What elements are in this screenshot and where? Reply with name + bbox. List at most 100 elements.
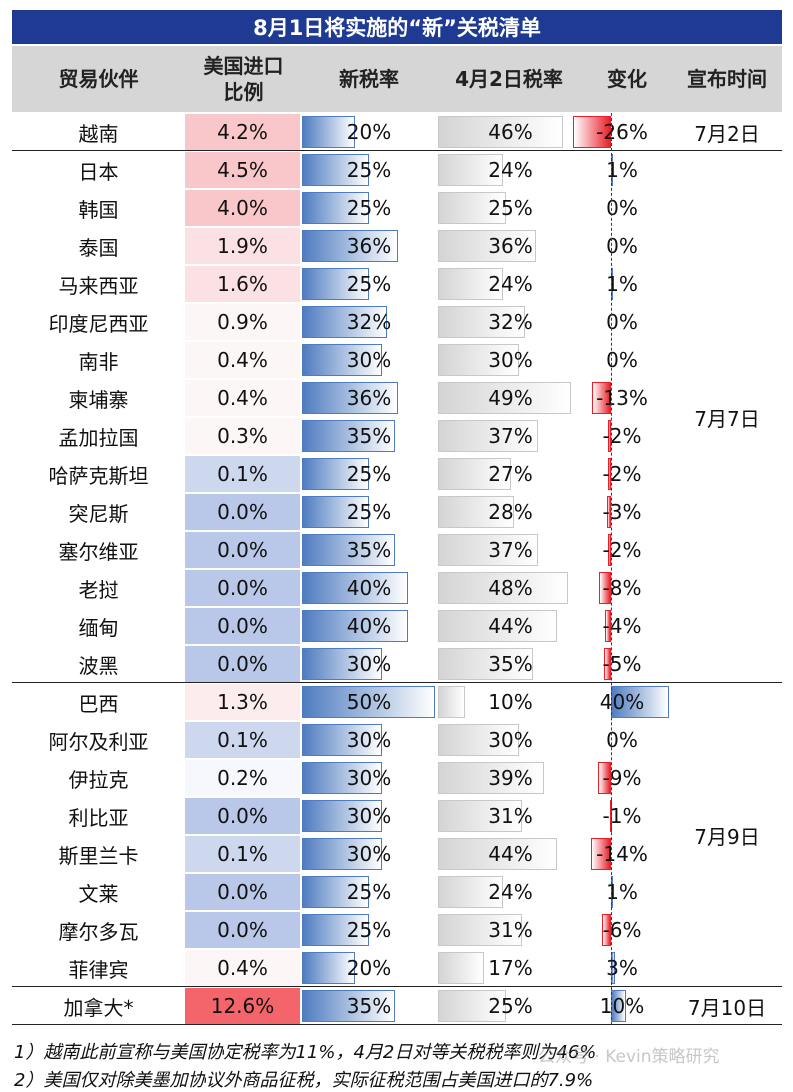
new-rate-value: 32% — [346, 310, 392, 334]
new-rate-bar — [302, 610, 409, 642]
apr2-rate-bar — [438, 116, 563, 148]
new-rate-bar — [302, 268, 369, 300]
import-share-value: 1.3% — [217, 690, 268, 714]
import-share: 12.6% — [185, 988, 300, 1024]
apr2-rate-value: 25% — [488, 994, 533, 1018]
announce-date: 7月7日 — [694, 406, 760, 431]
new-rate: 32% — [302, 303, 436, 341]
partner-label: 哈萨克斯坦 — [48, 463, 149, 488]
rate-change-bar — [602, 914, 611, 946]
new-rate-value: 35% — [346, 424, 392, 448]
new-rate-value: 35% — [346, 994, 392, 1018]
partner-label: 阿尔及利亚 — [48, 729, 149, 754]
new-rate-bar — [302, 800, 382, 832]
rate-change-bar — [590, 838, 611, 870]
new-rate-bar — [302, 458, 369, 490]
import-share: 0.0% — [185, 608, 300, 644]
apr2-rate-value: 46% — [488, 120, 533, 144]
new-rate: 35% — [302, 417, 436, 455]
partner-name: 塞尔维亚 — [12, 531, 185, 569]
apr2-rate-value: 49% — [488, 386, 533, 410]
rate-change: 3% — [572, 949, 672, 987]
apr2-rate-value: 44% — [488, 842, 533, 866]
apr2-rate: 24% — [438, 265, 583, 303]
partner-label: 伊拉克 — [68, 767, 129, 792]
new-rate-bar — [302, 648, 382, 680]
new-rate: 25% — [302, 493, 436, 531]
partner-label: 加拿大* — [63, 995, 134, 1020]
rate-change-value: -4% — [602, 614, 642, 638]
group-separator — [12, 150, 782, 151]
new-rate-bar — [302, 420, 396, 452]
apr2-rate: 44% — [438, 607, 583, 645]
new-rate-bar — [302, 192, 369, 224]
rate-change-value: -14% — [596, 842, 648, 866]
apr2-rate: 37% — [438, 531, 583, 569]
partner-label: 斯里兰卡 — [58, 843, 139, 868]
new-rate: 20% — [302, 949, 436, 987]
rate-change-value: -9% — [602, 766, 642, 790]
new-rate: 25% — [302, 911, 436, 949]
apr2-rate: 27% — [438, 455, 583, 493]
new-rate-value: 50% — [346, 690, 392, 714]
import-share: 0.1% — [185, 836, 300, 872]
apr2-rate-bar — [438, 154, 504, 186]
apr2-rate: 25% — [438, 987, 583, 1025]
import-share: 0.0% — [185, 532, 300, 568]
table-title: 8月1日将实施的“新”关税清单 — [12, 10, 782, 44]
apr2-rate-bar — [438, 800, 523, 832]
group-separator — [12, 986, 782, 987]
rate-change-bar — [611, 686, 669, 718]
rate-change: 0% — [572, 341, 672, 379]
rate-change-bar — [597, 762, 611, 794]
new-rate-value: 25% — [346, 158, 392, 182]
new-rate: 30% — [302, 341, 436, 379]
new-rate-value: 30% — [346, 348, 392, 372]
partner-name: 孟加拉国 — [12, 417, 185, 455]
apr2-rate-bar — [438, 420, 539, 452]
new-rate: 40% — [302, 569, 436, 607]
apr2-rate-value: 30% — [488, 728, 533, 752]
apr2-rate: 24% — [438, 151, 583, 189]
apr2-rate: 25% — [438, 189, 583, 227]
rate-change-bar — [592, 382, 611, 414]
rate-change: -4% — [572, 607, 672, 645]
header-change: 变化 — [607, 67, 647, 91]
announce-date: 7月10日 — [687, 995, 767, 1020]
partner-name: 文莱 — [12, 873, 185, 911]
apr2-rate-bar — [438, 572, 569, 604]
rate-change-bar — [573, 116, 611, 148]
import-share: 0.0% — [185, 798, 300, 834]
partner-label: 日本 — [78, 159, 119, 184]
import-share-value: 0.0% — [217, 880, 268, 904]
new-rate-bar — [302, 154, 369, 186]
rate-change: 0% — [572, 189, 672, 227]
new-rate-value: 40% — [346, 576, 392, 600]
import-share: 0.1% — [185, 456, 300, 492]
import-share: 0.4% — [185, 950, 300, 986]
apr2-rate-bar — [438, 762, 544, 794]
rate-change: -5% — [572, 645, 672, 683]
import-share-value: 4.0% — [217, 196, 268, 220]
apr2-rate-value: 44% — [488, 614, 533, 638]
import-share-value: 0.0% — [217, 500, 268, 524]
new-rate: 25% — [302, 873, 436, 911]
import-share: 0.1% — [185, 722, 300, 758]
new-rate-bar — [302, 876, 369, 908]
rate-change-value: -2% — [602, 424, 642, 448]
new-rate: 30% — [302, 759, 436, 797]
partner-name: 泰国 — [12, 227, 185, 265]
apr2-rate-value: 37% — [488, 538, 533, 562]
rate-change-value: -13% — [596, 386, 648, 410]
new-rate-value: 30% — [346, 728, 392, 752]
import-share-value: 0.9% — [217, 310, 268, 334]
rate-change-bar — [606, 496, 611, 528]
partner-name: 缅甸 — [12, 607, 185, 645]
apr2-rate-value: 10% — [488, 690, 533, 714]
new-rate-bar — [302, 306, 388, 338]
partner-label: 缅甸 — [78, 615, 119, 640]
apr2-rate-bar — [438, 952, 485, 984]
partner-label: 利比亚 — [68, 805, 129, 830]
partner-name: 菲律宾 — [12, 949, 185, 987]
new-rate-bar — [302, 952, 356, 984]
